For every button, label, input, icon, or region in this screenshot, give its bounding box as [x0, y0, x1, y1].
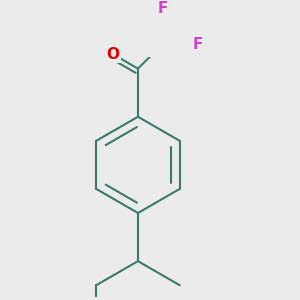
- Text: F: F: [157, 1, 168, 16]
- Text: O: O: [106, 47, 119, 62]
- Text: F: F: [193, 37, 203, 52]
